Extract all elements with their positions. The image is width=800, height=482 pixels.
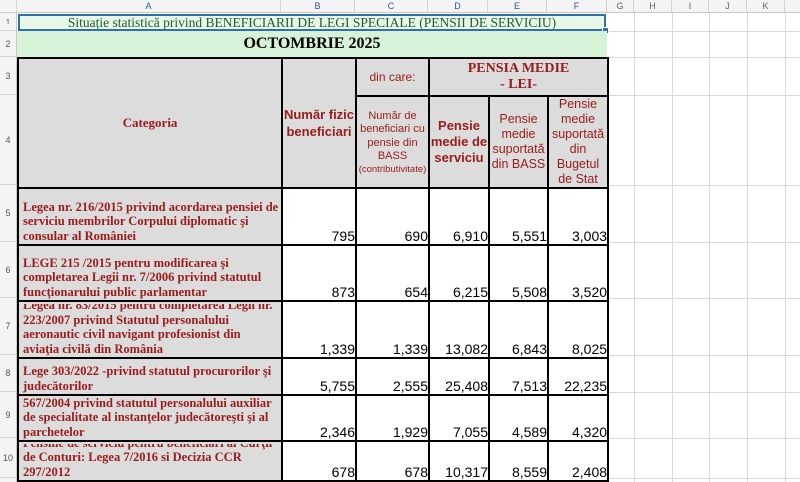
numar-fizic-cell[interactable]: 795: [281, 187, 357, 246]
gridline: [607, 242, 800, 243]
gridline: [607, 392, 800, 393]
header-numar-bass[interactable]: Număr de beneficiari cu pensie din BASS …: [355, 95, 430, 189]
header-numar-bass-paren: (contributivitate): [358, 163, 427, 175]
header-pensia-medie[interactable]: PENSIA MEDIE - LEI-: [427, 57, 610, 97]
gridline: [607, 438, 800, 439]
column-header-h[interactable]: H: [634, 0, 672, 12]
select-all-corner[interactable]: [0, 0, 17, 12]
gridline: [607, 298, 800, 299]
pensie-serviciu-cell[interactable]: 13,082: [428, 300, 490, 359]
numar-fizic-cell[interactable]: 2,346: [281, 394, 357, 442]
row-header-9[interactable]: 9: [0, 392, 16, 438]
pensie-bass-cell[interactable]: 8,559: [488, 440, 549, 482]
pensie-bass-cell[interactable]: 6,843: [488, 300, 549, 359]
table-row: Legea nr. 130/2015 pentru completarea Le…: [17, 394, 610, 442]
gridline: [607, 355, 800, 356]
numar-bass-cell[interactable]: 678: [355, 440, 430, 482]
month-cell[interactable]: OCTOMBRIE 2025: [17, 31, 607, 57]
row-header-1[interactable]: 1: [0, 13, 16, 31]
numar-fizic-cell[interactable]: 1,339: [281, 300, 357, 359]
gridline: [607, 31, 800, 32]
column-header-f[interactable]: F: [547, 0, 607, 12]
numar-fizic-cell[interactable]: 678: [281, 440, 357, 482]
pensie-serviciu-cell[interactable]: 6,215: [428, 244, 490, 302]
numar-bass-cell[interactable]: 1,339: [355, 300, 430, 359]
column-header-g[interactable]: G: [607, 0, 634, 12]
category-cell[interactable]: Legea nr. 130/2015 pentru completarea Le…: [17, 394, 283, 442]
column-header-a[interactable]: A: [17, 0, 281, 12]
column-header-i[interactable]: I: [672, 0, 709, 12]
header-numar-bass-text: Număr de beneficiari cu pensie din BASS: [360, 109, 425, 163]
column-header-d[interactable]: D: [428, 0, 488, 12]
gridline: [634, 13, 635, 482]
row-header-4[interactable]: 4: [0, 95, 16, 185]
column-header-j[interactable]: J: [709, 0, 747, 12]
header-pensie-serviciu[interactable]: Pensie medie de serviciu: [428, 95, 490, 189]
pensie-buget-cell[interactable]: 2,408: [546, 440, 610, 482]
row-header-6[interactable]: 6: [0, 242, 16, 298]
gridline: [672, 13, 673, 482]
gridline: [785, 13, 786, 482]
numar-fizic-cell[interactable]: 873: [281, 244, 357, 302]
gridline: [607, 185, 800, 186]
column-header-partial[interactable]: [785, 0, 800, 12]
column-header-k[interactable]: K: [747, 0, 785, 12]
header-din-care[interactable]: din care:: [355, 57, 430, 97]
pensie-serviciu-cell[interactable]: 7,055: [428, 394, 490, 442]
category-cell[interactable]: Legea nr. 83/2015 pentru completarea Leg…: [17, 300, 283, 359]
column-header-strip: A B C D E F G H I J K: [0, 0, 800, 13]
table-row: Lege 303/2022 -privind statutul procuror…: [17, 357, 610, 396]
pensie-serviciu-cell[interactable]: 6,910: [428, 187, 490, 246]
table-row: Legea nr. 216/2015 privind acordarea pen…: [17, 187, 610, 246]
gridline: [607, 478, 800, 479]
pensie-buget-cell[interactable]: 8,025: [546, 300, 610, 359]
pensie-bass-cell[interactable]: 7,513: [488, 357, 549, 396]
numar-bass-cell[interactable]: 654: [355, 244, 430, 302]
numar-bass-cell[interactable]: 1,929: [355, 394, 430, 442]
header-numar-fizic[interactable]: Număr fizic beneficiari: [281, 57, 357, 189]
row-header-10[interactable]: 10: [0, 438, 16, 478]
header-pensie-bass[interactable]: Pensie medie suportată din BASS: [488, 95, 549, 189]
row-header-strip: 1 2 3 4 5 6 7 8 9 10: [0, 13, 17, 482]
row-header-5[interactable]: 5: [0, 185, 16, 242]
pensie-buget-cell[interactable]: 22,235: [546, 357, 610, 396]
gridline: [747, 13, 748, 482]
data-table: Categoria Număr fizic beneficiari din ca…: [17, 57, 610, 482]
numar-bass-cell[interactable]: 690: [355, 187, 430, 246]
numar-fizic-cell[interactable]: 5,755: [281, 357, 357, 396]
pensie-bass-cell[interactable]: 5,508: [488, 244, 549, 302]
pensie-buget-cell[interactable]: 4,320: [546, 394, 610, 442]
row-header-11-partial[interactable]: [0, 478, 16, 482]
category-cell[interactable]: Pensiile de serviciu pentru beneficiari …: [17, 440, 283, 482]
row-header-3[interactable]: 3: [0, 57, 16, 95]
pensie-serviciu-cell[interactable]: 25,408: [428, 357, 490, 396]
title-cell[interactable]: Situație statistică privind BENEFICIARII…: [18, 14, 606, 31]
pensie-bass-cell[interactable]: 5,551: [488, 187, 549, 246]
category-cell[interactable]: Legea nr. 216/2015 privind acordarea pen…: [17, 187, 283, 246]
pensie-serviciu-cell[interactable]: 10,317: [428, 440, 490, 482]
category-cell[interactable]: LEGE 215 /2015 pentru modificarea şi com…: [17, 244, 283, 302]
row-header-8[interactable]: 8: [0, 355, 16, 392]
gridline: [607, 57, 800, 58]
pensie-buget-cell[interactable]: 3,520: [546, 244, 610, 302]
column-header-e[interactable]: E: [488, 0, 547, 12]
table-row: Pensiile de serviciu pentru beneficiari …: [17, 440, 610, 482]
pensie-buget-cell[interactable]: 3,003: [546, 187, 610, 246]
row-header-7[interactable]: 7: [0, 298, 16, 355]
table-row: LEGE 215 /2015 pentru modificarea şi com…: [17, 244, 610, 302]
header-categoria[interactable]: Categoria: [17, 57, 283, 189]
gridline: [709, 13, 710, 482]
table-row: Legea nr. 83/2015 pentru completarea Leg…: [17, 300, 610, 359]
numar-bass-cell[interactable]: 2,555: [355, 357, 430, 396]
pensie-bass-cell[interactable]: 4,589: [488, 394, 549, 442]
column-header-b[interactable]: B: [281, 0, 355, 12]
gridline: [607, 95, 800, 96]
category-cell[interactable]: Lege 303/2022 -privind statutul procuror…: [17, 357, 283, 396]
header-pensie-buget[interactable]: Pensie medie suportată din Bugetul de St…: [546, 95, 610, 189]
row-header-2[interactable]: 2: [0, 31, 16, 57]
column-header-c[interactable]: C: [355, 0, 428, 12]
